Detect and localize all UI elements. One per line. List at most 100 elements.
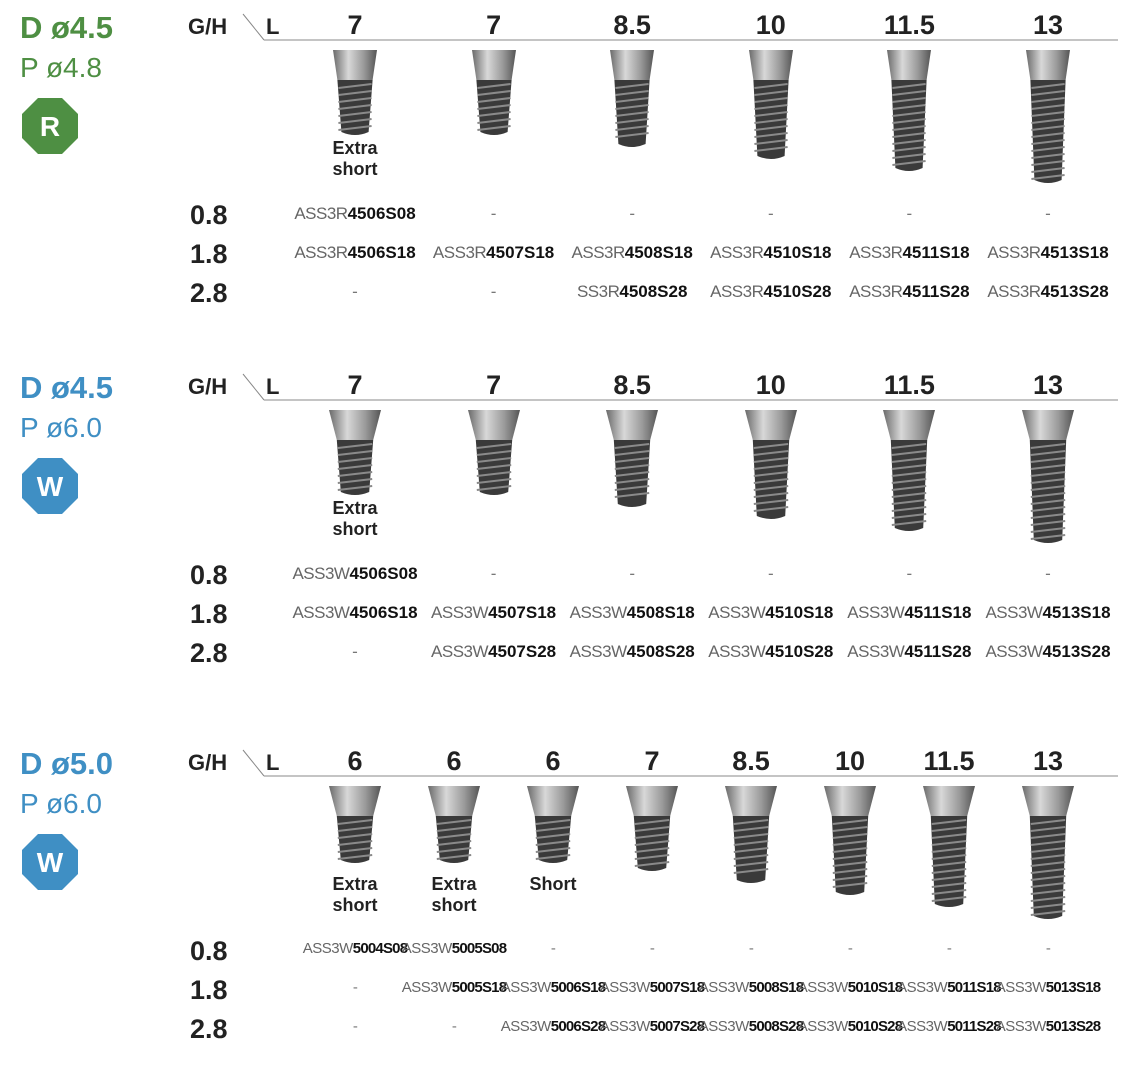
badge: W bbox=[22, 834, 78, 890]
code-prefix: ASS3W bbox=[401, 979, 453, 996]
code-number: 4507S18 bbox=[486, 243, 555, 262]
product-code: ASS3W4507S28 bbox=[431, 642, 556, 662]
code-number: 4506S08 bbox=[349, 564, 418, 583]
code-number: 5013S28 bbox=[1045, 1018, 1101, 1035]
code-number: 4508S18 bbox=[624, 243, 693, 262]
length-label: 7 bbox=[347, 10, 363, 40]
empty-cell: - bbox=[550, 940, 556, 957]
product-code: ASS3W4508S18 bbox=[570, 603, 695, 623]
code-number: 4511S28 bbox=[902, 282, 970, 301]
empty-cell: - bbox=[490, 282, 497, 301]
length-label: 8.5 bbox=[732, 746, 770, 776]
code-prefix: ASS3W bbox=[847, 642, 905, 661]
code-prefix: ASS3R bbox=[987, 243, 1041, 262]
implant-image bbox=[1022, 786, 1074, 919]
product-code: ASS3W5011S18 bbox=[897, 979, 1001, 996]
code-prefix: ASS3W bbox=[599, 1018, 651, 1035]
code-number: 4513S18 bbox=[1040, 243, 1109, 262]
badge: R bbox=[22, 98, 78, 154]
code-prefix: ASS3R bbox=[571, 243, 626, 262]
code-prefix: ASS3W bbox=[797, 1018, 849, 1035]
code-prefix: ASS3W bbox=[708, 642, 766, 661]
empty-cell: - bbox=[767, 564, 774, 583]
gh-value: 2.8 bbox=[190, 638, 228, 668]
product-code: ASS3R4507S18 bbox=[433, 243, 554, 263]
code-number: 4510S28 bbox=[765, 642, 834, 661]
product-code: ASS3W4513S28 bbox=[985, 642, 1110, 662]
product-code: ASS3W5007S18 bbox=[600, 979, 705, 996]
code-number: 5007S18 bbox=[649, 979, 705, 996]
badge-letter: R bbox=[40, 111, 60, 142]
code-prefix: ASS3W bbox=[995, 979, 1047, 996]
code-number: 5011S28 bbox=[947, 1018, 1001, 1035]
product-code: ASS3W5010S28 bbox=[797, 1018, 903, 1035]
code-number: 5008S18 bbox=[748, 979, 804, 996]
code-prefix: ASS3R bbox=[710, 243, 764, 262]
code-number: 5010S18 bbox=[847, 979, 903, 996]
code-prefix: ASS3W bbox=[431, 603, 489, 622]
product-code: ASS3R4511S28 bbox=[849, 282, 969, 302]
code-prefix: ASS3R bbox=[849, 243, 903, 262]
code-number: 5007S28 bbox=[649, 1018, 705, 1035]
empty-cell: - bbox=[629, 204, 636, 223]
implant-image bbox=[428, 786, 480, 863]
code-prefix: ASS3W bbox=[292, 603, 350, 622]
product-code: ASS3W4511S28 bbox=[847, 642, 971, 662]
platform-label: P ø4.8 bbox=[20, 52, 102, 83]
platform-label: P ø6.0 bbox=[20, 412, 102, 443]
code-prefix: ASS3W bbox=[847, 603, 905, 622]
code-number: 4513S18 bbox=[1042, 603, 1111, 622]
gh-value: 0.8 bbox=[190, 200, 228, 230]
product-code: ASS3W4510S28 bbox=[708, 642, 833, 662]
product-code: ASS3W5005S18 bbox=[401, 979, 507, 996]
implant-image bbox=[606, 410, 659, 507]
implant-image bbox=[333, 50, 377, 135]
code-number: 4511S18 bbox=[904, 603, 972, 622]
implant-image bbox=[1022, 410, 1074, 543]
length-label: 11.5 bbox=[883, 370, 935, 400]
product-code: ASS3W4511S18 bbox=[847, 603, 971, 623]
implant-image bbox=[887, 50, 932, 171]
gh-value: 1.8 bbox=[190, 599, 228, 629]
code-number: 5006S18 bbox=[550, 979, 606, 996]
product-code: ASS3R4513S28 bbox=[987, 282, 1108, 302]
gh-header: G/H bbox=[188, 374, 228, 399]
implant-note: Extra short bbox=[332, 138, 378, 179]
code-number: 4508S18 bbox=[626, 603, 695, 622]
empty-cell: - bbox=[748, 940, 754, 957]
gh-header: G/H bbox=[188, 750, 228, 775]
code-prefix: ASS3W bbox=[698, 979, 750, 996]
code-number: 5013S18 bbox=[1045, 979, 1101, 996]
empty-cell: - bbox=[906, 564, 913, 583]
code-prefix: ASS3W bbox=[292, 564, 350, 583]
code-prefix: ASS3W bbox=[569, 642, 628, 661]
badge-letter: W bbox=[37, 847, 64, 878]
length-label: 11.5 bbox=[883, 10, 935, 40]
code-number: 4506S08 bbox=[347, 204, 416, 223]
product-code: ASS3R4506S18 bbox=[294, 243, 415, 263]
code-prefix: ASS3W bbox=[797, 979, 849, 996]
code-number: 4510S18 bbox=[765, 603, 834, 622]
empty-cell: - bbox=[1045, 940, 1051, 957]
code-number: 4506S18 bbox=[349, 603, 418, 622]
product-code: ASS3W4508S28 bbox=[570, 642, 695, 662]
code-number: 4511S28 bbox=[904, 642, 972, 661]
l-header: L bbox=[266, 374, 280, 399]
code-number: 4510S28 bbox=[763, 282, 832, 301]
code-prefix: ASS3W bbox=[985, 603, 1043, 622]
code-prefix: ASS3W bbox=[431, 642, 489, 661]
length-label: 10 bbox=[755, 370, 786, 400]
product-code: ASS3R4510S18 bbox=[710, 243, 831, 263]
implant-note: Extra short bbox=[332, 498, 378, 539]
product-code: ASS3W4507S18 bbox=[431, 603, 556, 623]
code-prefix: ASS3W bbox=[500, 979, 552, 996]
length-label: 7 bbox=[486, 10, 502, 40]
implant-image bbox=[1026, 50, 1070, 183]
code-number: 4507S28 bbox=[488, 642, 557, 661]
product-code: ASS3W4513S18 bbox=[985, 603, 1110, 623]
length-label: 13 bbox=[1032, 10, 1064, 40]
code-number: 5011S18 bbox=[947, 979, 1001, 996]
length-label: 6 bbox=[545, 746, 561, 776]
empty-cell: - bbox=[767, 204, 774, 223]
product-code: ASS3W5004S08 bbox=[303, 940, 408, 957]
